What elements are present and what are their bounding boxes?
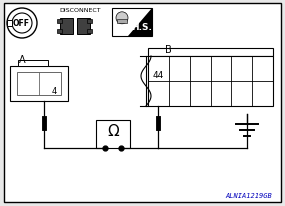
Text: OFF: OFF [13,18,30,27]
Text: B: B [165,45,171,55]
Bar [57,20,62,24]
Bar [57,30,62,34]
Bar [112,9,152,37]
Polygon shape [128,9,152,37]
Bar [7,21,12,27]
Text: A: A [19,55,25,65]
Bar [117,20,127,24]
Text: 4: 4 [51,87,57,96]
Bar [10,67,68,102]
Circle shape [116,13,128,25]
Text: DISCONNECT: DISCONNECT [59,7,101,12]
Circle shape [12,14,32,34]
Bar [148,49,273,57]
Bar [87,30,92,34]
Bar [77,19,90,35]
Text: ALNIA1219GB: ALNIA1219GB [225,192,272,198]
Bar [148,57,273,107]
Text: 44: 44 [153,71,164,80]
Bar [60,19,73,35]
Circle shape [7,9,37,39]
Text: Ω: Ω [107,124,119,139]
Bar [96,121,130,148]
Bar [17,73,61,96]
Bar [87,20,92,24]
Text: H.S.: H.S. [131,23,152,32]
Bar [18,61,48,67]
